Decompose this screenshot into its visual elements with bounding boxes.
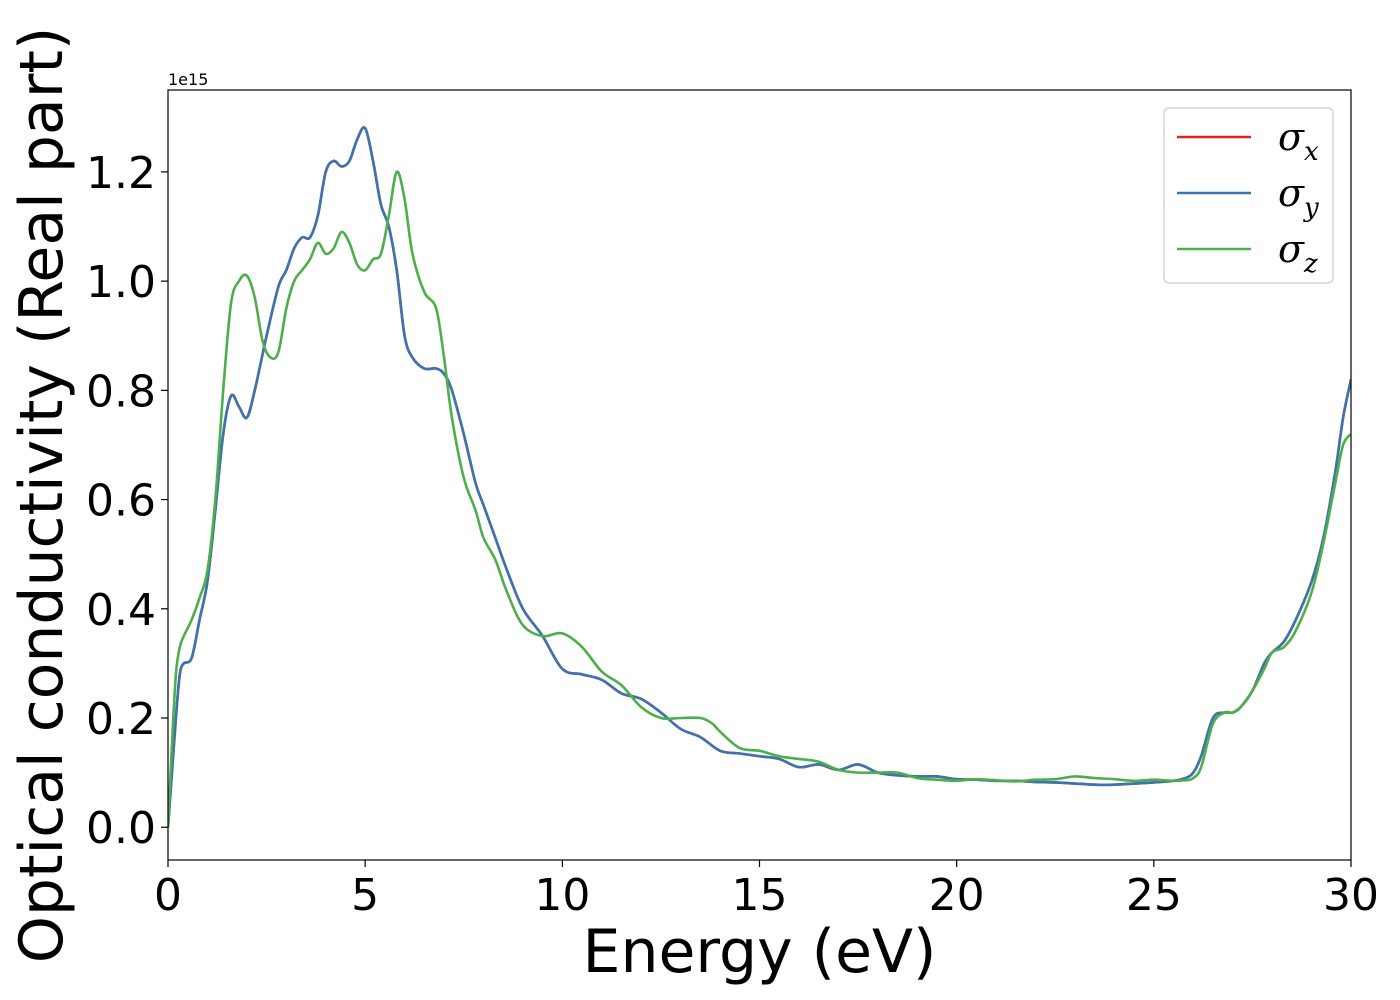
y-axis-title: Optical conductivity (Real part) — [7, 27, 77, 964]
legend-label-x: σx — [1278, 115, 1319, 167]
plot-lines — [168, 126, 1351, 828]
x-tick-label: 0 — [154, 870, 182, 921]
x-tick-label: 10 — [534, 870, 590, 921]
legend-box — [1163, 107, 1334, 284]
x-axis-title: Energy (eV) — [583, 917, 937, 987]
y-tick-label: 0.6 — [86, 476, 156, 527]
y-tick-label: 1.0 — [86, 257, 156, 308]
y-axis-ticks: 0.0 0.2 0.4 0.6 0.8 1.0 1.2 — [86, 148, 168, 854]
y-tick-label: 0.8 — [86, 366, 156, 417]
legend-label-z: σz — [1278, 227, 1318, 279]
legend-label-y: σy — [1278, 171, 1319, 223]
x-axis-ticks: 0 5 10 15 20 25 30 — [154, 860, 1379, 921]
y-axis-offset-label: 1e15 — [168, 70, 208, 89]
x-tick-label: 20 — [929, 870, 985, 921]
x-tick-label: 30 — [1323, 870, 1379, 921]
x-tick-label: 25 — [1126, 870, 1182, 921]
y-tick-label: 0.0 — [86, 803, 156, 854]
y-tick-label: 1.2 — [86, 148, 156, 199]
series-line-z — [168, 170, 1351, 828]
x-tick-label: 5 — [351, 870, 379, 921]
series-line-y — [168, 126, 1351, 828]
x-tick-label: 15 — [732, 870, 788, 921]
y-tick-label: 0.2 — [86, 694, 156, 745]
y-tick-label: 0.4 — [86, 585, 156, 636]
